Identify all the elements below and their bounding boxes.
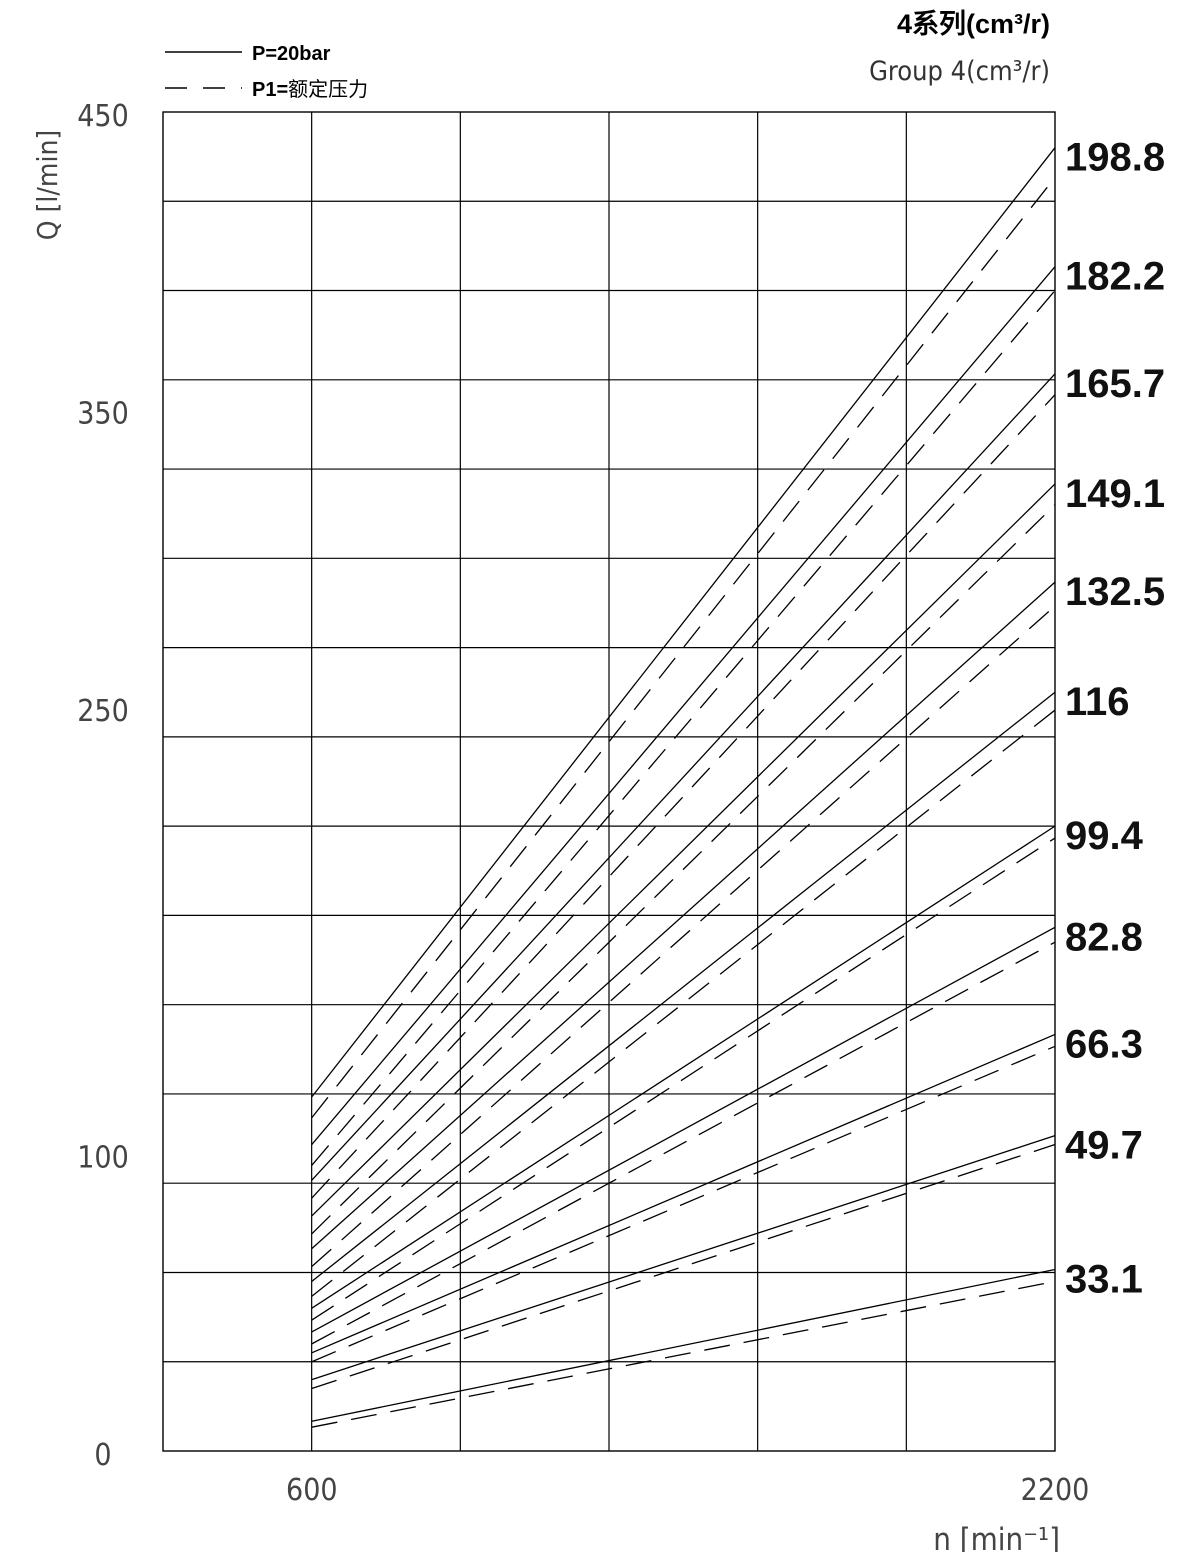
- legend-dashed-label: P1=额定压力: [252, 77, 368, 101]
- series-line-solid: [311, 825, 1056, 1309]
- series-line-dashed: [311, 394, 1056, 1199]
- series-labels: 198.8 182.2 165.7 149.1 132.5 116 99.4 82.8 66.3…: [1065, 136, 1165, 1302]
- series-label: 182.2: [1065, 255, 1165, 299]
- series-label: 49.7: [1065, 1124, 1143, 1168]
- x-tick-label: 600: [286, 1473, 338, 1508]
- series-line-dashed: [311, 504, 1056, 1235]
- series-label: 116: [1065, 680, 1130, 724]
- series-line-solid: [311, 266, 1056, 1145]
- series-line-solid: [311, 1268, 1056, 1422]
- series-line-dashed: [311, 941, 1056, 1345]
- x-tick-label: 2200: [1021, 1473, 1090, 1508]
- y-tick-label: 250: [77, 694, 129, 729]
- series-line-solid: [311, 1033, 1056, 1354]
- series-label: 165.7: [1065, 362, 1165, 406]
- axis-ticks: 0 100 250 350 450 600 2200: [77, 99, 1089, 1508]
- y-axis-label: Q [l/min]: [31, 130, 64, 240]
- series-label: 99.4: [1065, 814, 1144, 858]
- legend-dashed-label-p1: P1=: [252, 79, 288, 101]
- plot-frame: [162, 111, 1056, 1452]
- series-label: 66.3: [1065, 1022, 1143, 1066]
- series-line-dashed: [311, 605, 1056, 1268]
- series-line-dashed: [311, 1045, 1056, 1363]
- series-line-solid: [311, 373, 1056, 1181]
- x-axis-label: n [min⁻¹]: [933, 1522, 1060, 1552]
- series-line-solid: [311, 147, 1056, 1098]
- series-line-dashed: [311, 1143, 1056, 1390]
- series-line-solid: [311, 926, 1056, 1333]
- series-line-dashed: [311, 290, 1056, 1166]
- series-label: 198.8: [1065, 136, 1165, 180]
- chart-grid: [163, 112, 1055, 1451]
- series-line-solid: [311, 483, 1056, 1217]
- chart-subtitle: Group 4(cm³/r): [869, 56, 1050, 87]
- series-label: 33.1: [1065, 1257, 1143, 1301]
- legend-solid-label: P=20bar: [252, 43, 331, 65]
- y-tick-label: 100: [77, 1140, 129, 1175]
- legend-dashed-label-text: 额定压力: [288, 77, 368, 101]
- y-tick-label: 350: [77, 397, 129, 432]
- y-tick-label: 450: [77, 99, 129, 134]
- series-line-dashed: [311, 709, 1056, 1297]
- y-tick-label: 0: [94, 1438, 111, 1473]
- legend: P=20bar P1=额定压力: [165, 43, 368, 101]
- chart-series-lines: [311, 147, 1056, 1428]
- series-line-solid: [311, 1134, 1056, 1381]
- series-line-dashed: [311, 837, 1056, 1321]
- series-label: 149.1: [1065, 472, 1165, 516]
- series-label: 132.5: [1065, 570, 1165, 614]
- series-label: 82.8: [1065, 915, 1143, 959]
- series-line-dashed: [311, 1280, 1056, 1428]
- series-line-solid: [311, 581, 1056, 1250]
- chart-title: 4系列(cm³/r): [897, 9, 1050, 39]
- series-line-solid: [311, 691, 1056, 1282]
